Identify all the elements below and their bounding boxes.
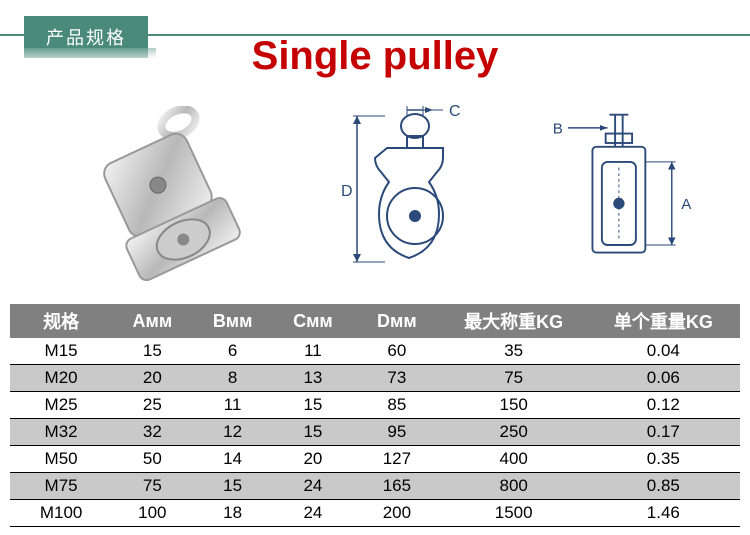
table-cell: M50 (10, 446, 112, 473)
table-cell: 250 (441, 419, 587, 446)
diagram-row: D C (0, 96, 750, 296)
table-cell: 24 (273, 473, 353, 500)
table-cell: 75 (112, 473, 192, 500)
table-cell: 1500 (441, 500, 587, 527)
dim-d-label: D (341, 183, 353, 200)
spec-table: 规格 Aмм Bмм Cмм Dмм 最大称重KG 单个重量KG M151561… (10, 304, 740, 527)
dim-a-label: A (681, 196, 692, 213)
table-cell: M75 (10, 473, 112, 500)
table-row: M757515241658000.85 (10, 473, 740, 500)
table-cell: 50 (112, 446, 192, 473)
table-cell: 0.17 (587, 419, 740, 446)
table-cell: 1.46 (587, 500, 740, 527)
table-row: M32321215952500.17 (10, 419, 740, 446)
col-unitw: 单个重量KG (587, 304, 740, 338)
table-cell: 800 (441, 473, 587, 500)
table-cell: 14 (192, 446, 272, 473)
table-cell: 12 (192, 419, 272, 446)
table-cell: 35 (441, 338, 587, 365)
table-cell: 200 (353, 500, 441, 527)
dim-c-label: C (449, 104, 461, 120)
table-row: M100100182420015001.46 (10, 500, 740, 527)
table-cell: 0.12 (587, 392, 740, 419)
table-row: M151561160350.04 (10, 338, 740, 365)
table-cell: M20 (10, 365, 112, 392)
table-header-row: 规格 Aмм Bмм Cмм Dмм 最大称重KG 单个重量KG (10, 304, 740, 338)
table-cell: 13 (273, 365, 353, 392)
col-maxw: 最大称重KG (441, 304, 587, 338)
front-dimension-diagram: D C (315, 104, 495, 289)
table-cell: 127 (353, 446, 441, 473)
table-cell: 11 (273, 338, 353, 365)
table-cell: 60 (353, 338, 441, 365)
table-cell: M25 (10, 392, 112, 419)
table-row: M505014201274000.35 (10, 446, 740, 473)
side-diagram-svg: A B (532, 104, 702, 284)
col-c: Cмм (273, 304, 353, 338)
product-photo (48, 106, 278, 286)
table-cell: 85 (353, 392, 441, 419)
table-cell: 165 (353, 473, 441, 500)
table-cell: 15 (192, 473, 272, 500)
table-cell: 75 (441, 365, 587, 392)
table-row: M25251115851500.12 (10, 392, 740, 419)
col-d: Dмм (353, 304, 441, 338)
table-cell: 25 (112, 392, 192, 419)
col-b: Bмм (192, 304, 272, 338)
table-cell: 0.85 (587, 473, 740, 500)
table-cell: 0.04 (587, 338, 740, 365)
side-dimension-diagram: A B (532, 104, 702, 289)
table-body: M151561160350.04M202081373750.06M2525111… (10, 338, 740, 527)
table-cell: M15 (10, 338, 112, 365)
table-cell: 20 (112, 365, 192, 392)
table-cell: 20 (273, 446, 353, 473)
col-a: Aмм (112, 304, 192, 338)
table-cell: 18 (192, 500, 272, 527)
page-title: Single pulley (0, 34, 750, 79)
table-cell: 0.35 (587, 446, 740, 473)
table-cell: 400 (441, 446, 587, 473)
table-cell: M100 (10, 500, 112, 527)
table-row: M202081373750.06 (10, 365, 740, 392)
pulley-photo-svg (48, 106, 278, 286)
table-cell: 32 (112, 419, 192, 446)
table-cell: 95 (353, 419, 441, 446)
table-cell: 150 (441, 392, 587, 419)
dim-b-label: B (552, 120, 562, 137)
front-diagram-svg: D C (315, 104, 495, 284)
table-cell: 15 (273, 392, 353, 419)
table-cell: 15 (112, 338, 192, 365)
table-cell: 0.06 (587, 365, 740, 392)
table-cell: 8 (192, 365, 272, 392)
table-cell: 24 (273, 500, 353, 527)
table-cell: 73 (353, 365, 441, 392)
table-cell: 15 (273, 419, 353, 446)
spec-table-container: 规格 Aмм Bмм Cмм Dмм 最大称重KG 单个重量KG M151561… (10, 304, 740, 527)
table-cell: M32 (10, 419, 112, 446)
col-spec: 规格 (10, 304, 112, 338)
table-cell: 100 (112, 500, 192, 527)
table-cell: 11 (192, 392, 272, 419)
table-cell: 6 (192, 338, 272, 365)
